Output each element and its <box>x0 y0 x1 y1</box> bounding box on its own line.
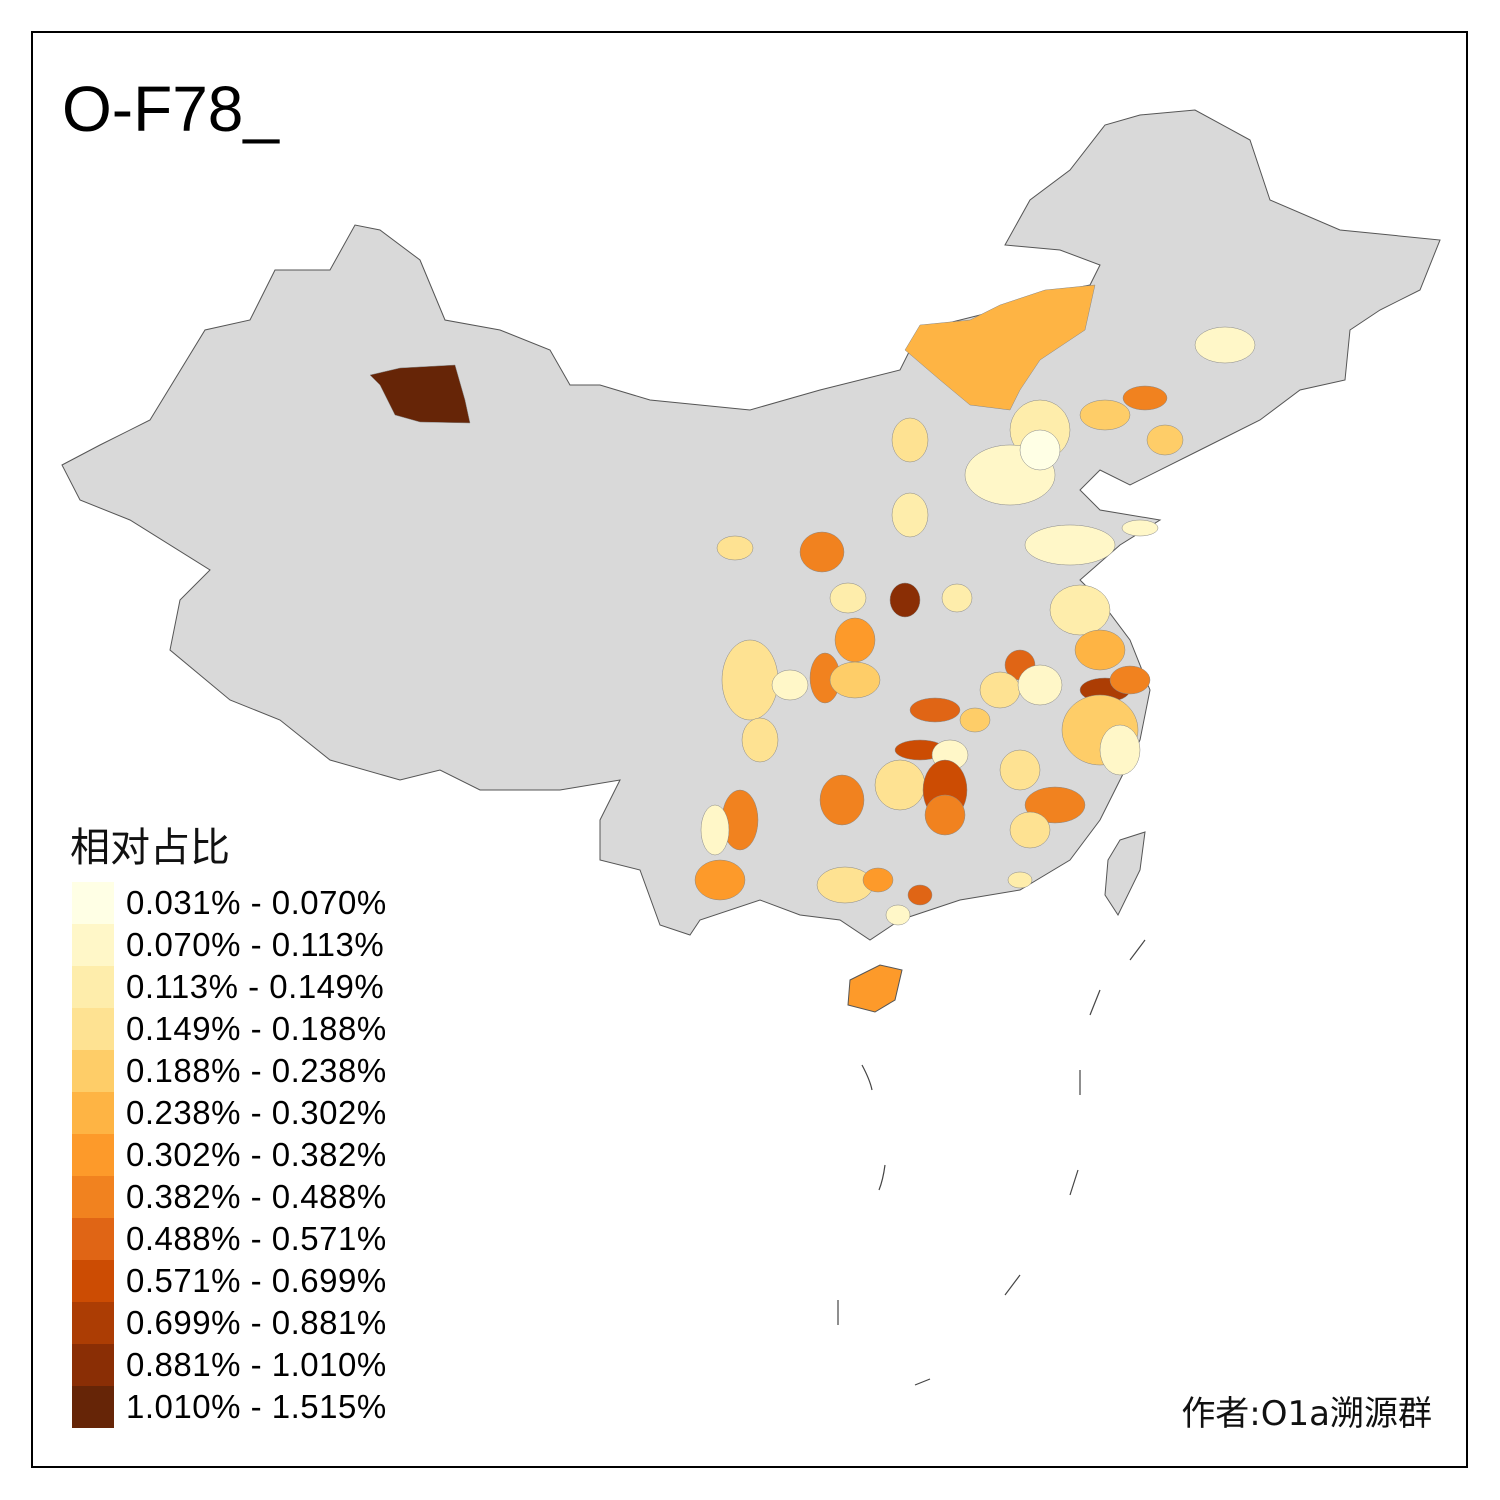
map-region <box>721 639 779 721</box>
map-title: O-F78_ <box>62 73 279 145</box>
map-region <box>700 804 730 856</box>
map-region <box>885 904 911 926</box>
legend-label: 0.488% - 0.571% <box>126 1220 387 1257</box>
legend-item: 0.699% - 0.881% <box>72 1302 387 1344</box>
legend-item: 0.302% - 0.382% <box>72 1134 387 1176</box>
legend-title: 相对占比 <box>70 825 230 871</box>
legend-swatch <box>72 1008 114 1050</box>
hainan <box>847 964 903 1013</box>
legend-label: 0.699% - 0.881% <box>126 1304 387 1341</box>
map-region <box>694 859 746 901</box>
legend-swatch <box>72 1218 114 1260</box>
legend-label: 1.010% - 1.515% <box>126 1388 387 1425</box>
map-region <box>369 364 471 424</box>
legend-item: 0.149% - 0.188% <box>72 1008 387 1050</box>
legend-item: 0.113% - 0.149% <box>72 966 387 1008</box>
legend: 0.031% - 0.070% 0.070% - 0.113% 0.113% - 0… <box>72 882 387 1428</box>
map-region <box>862 867 894 893</box>
taiwan <box>1104 831 1146 917</box>
map-region <box>1009 811 1051 849</box>
legend-swatch <box>72 1050 114 1092</box>
legend-item: 0.188% - 0.238% <box>72 1050 387 1092</box>
map-region <box>1024 786 1086 824</box>
map-region <box>1017 664 1063 706</box>
legend-swatch <box>72 1386 114 1428</box>
map-region <box>874 759 926 811</box>
legend-item: 0.881% - 1.010% <box>72 1344 387 1386</box>
legend-label: 0.031% - 0.070% <box>126 884 387 921</box>
map-region <box>959 707 991 733</box>
legend-swatch <box>72 1134 114 1176</box>
map-frame <box>31 31 1468 1468</box>
legend-label: 0.188% - 0.238% <box>126 1052 387 1089</box>
map-region <box>979 671 1021 709</box>
map-region <box>819 774 865 826</box>
map-region <box>1079 399 1131 431</box>
legend-swatch <box>72 1344 114 1386</box>
map-region <box>834 617 876 663</box>
legend-item: 0.070% - 0.113% <box>72 924 387 966</box>
map-region <box>829 661 881 699</box>
map-region <box>891 417 929 463</box>
map-region <box>1074 629 1126 671</box>
map-region <box>829 582 867 614</box>
map-region <box>907 884 933 906</box>
map-region <box>1019 429 1061 471</box>
map-region <box>771 669 809 701</box>
map-region <box>1024 524 1116 566</box>
legend-label: 0.149% - 0.188% <box>126 1010 387 1047</box>
map-region <box>889 582 921 618</box>
map-region <box>1099 724 1141 776</box>
legend-item: 0.031% - 0.070% <box>72 882 387 924</box>
legend-label: 0.571% - 0.699% <box>126 1262 387 1299</box>
map-region <box>716 535 754 561</box>
map-region <box>999 749 1041 791</box>
legend-label: 0.881% - 1.010% <box>126 1346 387 1383</box>
map-region <box>1007 871 1033 889</box>
legend-item: 0.571% - 0.699% <box>72 1260 387 1302</box>
map-region <box>741 717 779 763</box>
legend-item: 0.488% - 0.571% <box>72 1218 387 1260</box>
legend-swatch <box>72 882 114 924</box>
map-region <box>941 583 973 613</box>
legend-label: 0.302% - 0.382% <box>126 1136 387 1173</box>
map-region <box>924 794 966 836</box>
legend-label: 0.070% - 0.113% <box>126 926 385 963</box>
legend-label: 0.113% - 0.149% <box>126 968 385 1005</box>
legend-label: 0.382% - 0.488% <box>126 1178 387 1215</box>
legend-swatch <box>72 1092 114 1134</box>
author-credit: 作者:O1a溯源群 <box>1181 1394 1432 1434</box>
legend-item: 0.238% - 0.302% <box>72 1092 387 1134</box>
map-region <box>1194 326 1256 364</box>
map-region <box>1109 665 1151 695</box>
south-china-sea-islands <box>837 939 1146 1386</box>
map-region <box>1122 385 1168 411</box>
map-region <box>1049 584 1111 636</box>
map-region <box>909 697 961 723</box>
legend-swatch <box>72 966 114 1008</box>
legend-item: 0.382% - 0.488% <box>72 1176 387 1218</box>
legend-label: 0.238% - 0.302% <box>126 1094 387 1131</box>
map-region <box>904 284 1096 411</box>
map-region <box>799 531 845 573</box>
legend-swatch <box>72 1260 114 1302</box>
legend-item: 1.010% - 1.515% <box>72 1386 387 1428</box>
legend-swatch <box>72 1302 114 1344</box>
map-region <box>1146 424 1184 456</box>
map-region <box>1121 519 1159 537</box>
legend-swatch <box>72 924 114 966</box>
map-region <box>891 492 929 538</box>
legend-swatch <box>72 1176 114 1218</box>
